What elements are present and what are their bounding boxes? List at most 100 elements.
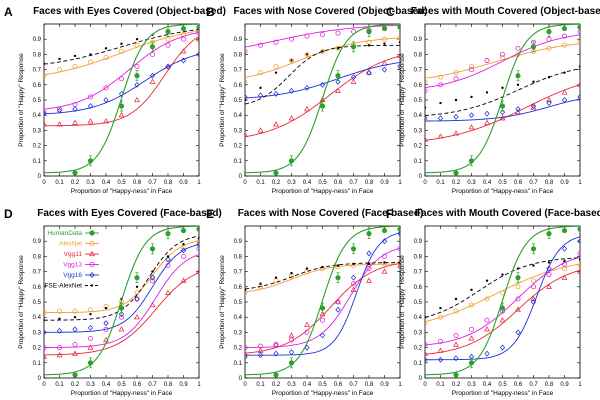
data-point-vgg11 <box>397 52 400 58</box>
panel-b: B Faces with Nose Covered (Object-based) 0… <box>206 5 427 195</box>
y-tick-label: 0 <box>38 174 42 180</box>
plot-area <box>245 24 400 176</box>
data-point-vgg13 <box>304 33 310 39</box>
data-point-vgg11 <box>72 119 78 125</box>
data-point-fse-alexnet <box>532 80 535 83</box>
x-tick-label: 0 <box>243 180 247 186</box>
data-point-fse-alexnet <box>578 65 580 68</box>
data-point-vgg11 <box>484 119 490 125</box>
x-tick-label: 0.7 <box>529 180 538 186</box>
x-tick-label: 0.3 <box>287 180 296 186</box>
x-tick-label: 0.9 <box>380 180 389 186</box>
data-point-alexnet <box>515 284 521 290</box>
y-tick-label: 0.2 <box>234 144 243 150</box>
fit-curve-vgg16 <box>425 98 580 122</box>
plot-area <box>425 24 580 176</box>
data-point-fse-alexnet <box>425 316 427 319</box>
data-point-vgg11 <box>87 118 94 124</box>
data-point-humandata <box>561 25 568 32</box>
data-point-vgg16 <box>288 87 295 94</box>
x-tick-label: 0.1 <box>55 180 64 186</box>
x-tick-label: 0.9 <box>179 382 188 388</box>
y-tick-label: 0.9 <box>414 239 423 245</box>
data-point-humandata <box>87 158 94 164</box>
data-point-vgg13 <box>273 342 279 348</box>
x-tick-label: 0.8 <box>545 180 554 186</box>
x-tick-label: 1 <box>578 180 582 186</box>
data-point-fse-alexnet <box>516 83 520 87</box>
data-point-fse-alexnet <box>501 273 504 276</box>
y-tick-label: 0.8 <box>33 254 42 260</box>
data-point-alexnet <box>245 79 248 85</box>
data-point-vgg13 <box>88 336 93 341</box>
data-point-alexnet <box>103 54 109 60</box>
fit-curve-vgg11 <box>425 269 580 355</box>
data-point-humandata <box>453 372 459 378</box>
fit-curve-vgg13 <box>245 24 400 48</box>
data-point-vgg16 <box>437 356 444 363</box>
data-point-vgg13 <box>469 326 474 332</box>
y-tick-label: 0.2 <box>414 346 423 352</box>
data-point-vgg13 <box>181 253 186 259</box>
x-tick-label: 0.7 <box>529 382 538 388</box>
data-point-humandata <box>530 246 537 252</box>
data-point-vgg16 <box>196 51 199 58</box>
data-point-vgg16 <box>134 295 140 302</box>
data-point-vgg16 <box>257 352 264 359</box>
data-point-humandata <box>196 24 199 30</box>
data-point-vgg13 <box>453 332 459 338</box>
data-point-fse-alexnet <box>166 255 170 258</box>
data-point-vgg11 <box>245 350 248 356</box>
data-point-humandata <box>288 158 295 164</box>
y-tick-label: 0 <box>419 376 423 382</box>
x-tick-label: 0.4 <box>483 180 492 186</box>
x-tick-label: 0.1 <box>55 382 64 388</box>
data-point-fse-alexnet <box>563 259 566 263</box>
data-point-vgg13 <box>134 64 140 70</box>
data-point-humandata <box>350 246 357 252</box>
x-tick-label: 0.6 <box>133 180 142 186</box>
data-point-vgg13 <box>425 88 428 94</box>
data-point-fse-alexnet <box>135 285 139 288</box>
data-point-humandata <box>273 372 279 378</box>
data-point-vgg11 <box>72 350 78 356</box>
x-tick-label: 0.2 <box>452 382 461 388</box>
data-point-fse-alexnet <box>259 282 262 285</box>
y-tick-label: 0.6 <box>234 83 243 89</box>
data-point-vgg16 <box>304 84 310 91</box>
data-point-vgg11 <box>546 96 552 103</box>
y-tick-label: 0.4 <box>33 315 42 321</box>
data-point-vgg16 <box>273 350 279 357</box>
data-point-vgg11 <box>180 277 187 283</box>
data-point-fse-alexnet <box>151 270 154 273</box>
data-point-vgg16 <box>103 97 109 103</box>
data-point-vgg13 <box>382 253 387 259</box>
data-point-fse-alexnet <box>439 306 442 310</box>
y-axis-label: Proportion of "Happy" Response <box>399 255 406 349</box>
data-point-humandata <box>134 275 140 281</box>
y-tick-label: 0.6 <box>33 285 42 291</box>
data-point-alexnet <box>165 36 171 42</box>
data-point-alexnet <box>165 256 171 262</box>
y-tick-label: 0.9 <box>414 37 423 43</box>
x-tick-label: 0.5 <box>498 180 507 186</box>
data-point-vgg13 <box>351 281 356 287</box>
x-tick-label: 0.6 <box>514 382 523 388</box>
data-point-fse-alexnet <box>470 288 473 292</box>
data-point-vgg16 <box>56 107 63 114</box>
data-point-vgg13 <box>469 67 474 73</box>
legend-marker <box>89 262 95 267</box>
data-point-vgg13 <box>245 345 248 351</box>
y-tick-label: 0 <box>38 376 42 382</box>
x-tick-label: 0.5 <box>117 382 126 388</box>
data-point-vgg11 <box>499 317 506 323</box>
data-point-vgg16 <box>381 238 388 245</box>
data-point-fse-alexnet <box>367 44 371 47</box>
data-point-vgg13 <box>577 29 580 35</box>
panel-e: E Faces with Nose Covered (Face-based) 0 0.… <box>206 207 423 397</box>
x-tick-label: 0.3 <box>86 382 95 388</box>
data-point-vgg11 <box>499 115 506 121</box>
data-point-vgg13 <box>44 109 47 115</box>
fit-curve-humandata <box>44 24 199 174</box>
y-tick-label: 0.7 <box>414 68 423 74</box>
